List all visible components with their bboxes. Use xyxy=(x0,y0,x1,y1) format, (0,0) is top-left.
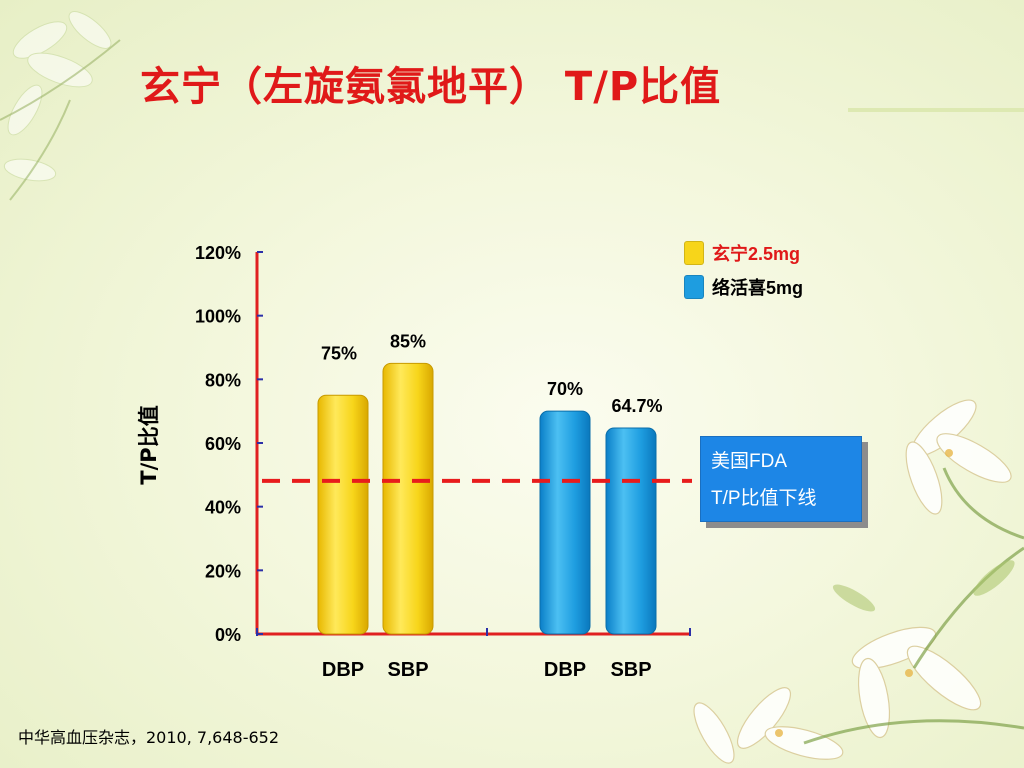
legend-item-xuanning: 玄宁2.5mg xyxy=(684,236,884,270)
annotation-line-2: T/P比值下线 xyxy=(711,488,817,509)
reference-footnote: 中华高血压杂志，2010, 7,648-652 xyxy=(18,728,280,747)
bar-xuanning xyxy=(317,394,369,635)
x-category-label: DBP xyxy=(544,659,586,681)
y-tick-label: 100% xyxy=(195,307,241,327)
legend-swatch-blue xyxy=(684,275,704,299)
page-title: 玄宁（左旋氨氯地平） T/P比值 xyxy=(140,64,722,110)
x-category-label: SBP xyxy=(610,659,651,681)
y-axis-title: T/P比值 xyxy=(137,405,161,484)
y-tick-label: 120% xyxy=(195,243,241,263)
bar-norvasc xyxy=(539,410,591,635)
fda-threshold-annotation: 美国FDA T/P比值下线 xyxy=(700,436,862,522)
bar-xuanning xyxy=(382,362,434,635)
bar-value-label: 75% xyxy=(321,343,357,363)
legend-label: 络活喜5mg xyxy=(712,278,804,298)
bar-value-label: 64.7% xyxy=(611,396,662,416)
y-tick-label: 60% xyxy=(205,434,241,454)
chart-legend: 玄宁2.5mg 络活喜5mg xyxy=(684,236,884,304)
legend-item-norvasc: 络活喜5mg xyxy=(684,270,884,304)
legend-swatch-yellow xyxy=(684,241,704,265)
x-category-label: DBP xyxy=(322,659,364,681)
y-tick-label: 40% xyxy=(205,498,241,518)
bar-norvasc xyxy=(605,427,657,635)
bar-value-label: 70% xyxy=(547,379,583,399)
y-tick-label: 0% xyxy=(215,625,241,645)
annotation-line-1: 美国FDA xyxy=(711,451,788,472)
y-tick-label: 20% xyxy=(205,561,241,581)
bar-value-label: 85% xyxy=(390,331,426,351)
y-tick-label: 80% xyxy=(205,370,241,390)
title-divider xyxy=(848,108,1024,112)
legend-label: 玄宁2.5mg xyxy=(712,244,801,264)
x-category-label: SBP xyxy=(387,659,428,681)
